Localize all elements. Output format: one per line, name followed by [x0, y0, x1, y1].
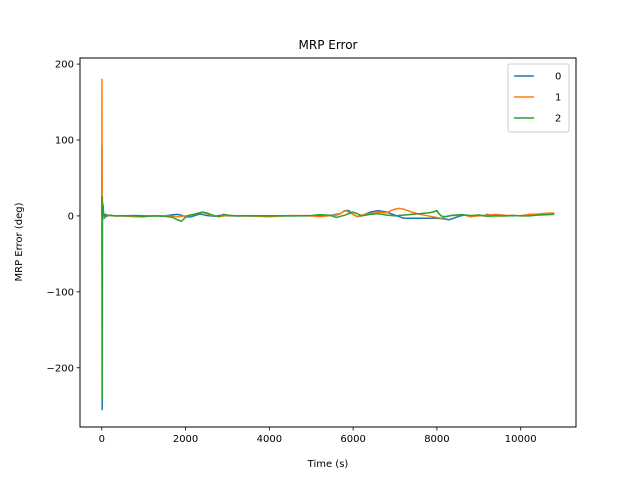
legend-label-2: 2 [555, 114, 561, 125]
y-axis-label: MRP Error (deg) [14, 202, 25, 281]
series-layer [101, 78, 555, 411]
axes-frame [79, 57, 577, 428]
y-tick-label: 200 [55, 60, 74, 71]
y-axis: −200 −100 0 100 200 [47, 60, 80, 374]
x-axis: 0 2000 4000 6000 8000 10000 [99, 427, 537, 445]
y-tick-label: 0 [68, 211, 74, 222]
x-tick-label: 2000 [173, 434, 198, 445]
legend-box [507, 63, 570, 133]
x-tick-label: 8000 [424, 434, 449, 445]
series-line-2 [101, 196, 555, 399]
y-tick-label: 100 [55, 136, 74, 147]
x-tick-label: 10000 [505, 434, 537, 445]
x-axis-label: Time (s) [307, 459, 349, 470]
chart-title: MRP Error [299, 38, 358, 52]
legend-label-1: 1 [555, 93, 561, 104]
x-tick-label: 4000 [257, 434, 282, 445]
y-tick-label: −200 [47, 363, 74, 374]
x-tick-label: 0 [99, 434, 105, 445]
x-tick-label: 6000 [340, 434, 365, 445]
plot-area [79, 57, 577, 428]
y-tick-label: −100 [47, 287, 74, 298]
legend-label-0: 0 [555, 72, 561, 83]
legend: 0 1 2 [507, 63, 570, 133]
